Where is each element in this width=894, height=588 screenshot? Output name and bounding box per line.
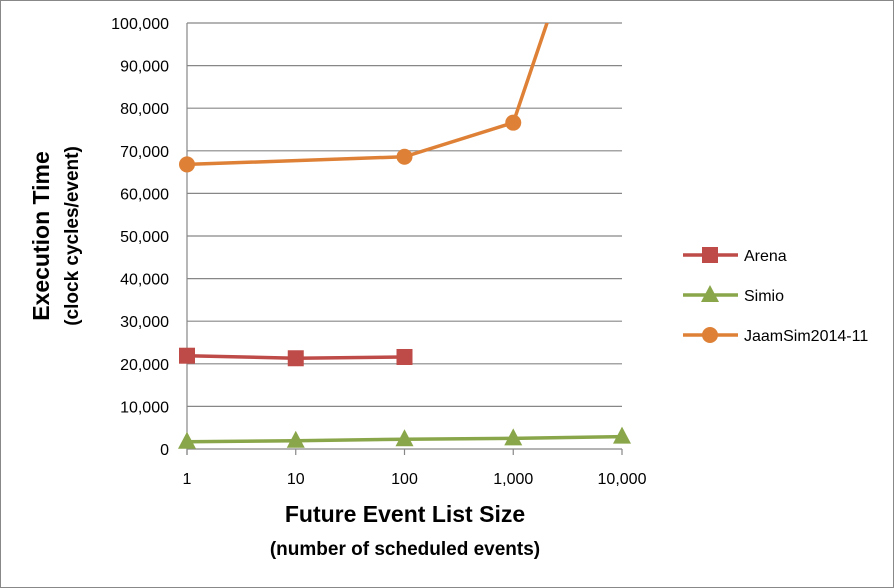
triangle-marker [613, 426, 631, 444]
legend: Arena Simio JaamSim2014-11 [683, 247, 868, 345]
circle-marker [505, 114, 522, 131]
y-tick-label: 0 [160, 442, 169, 459]
legend-label: Simio [744, 288, 784, 305]
x-axis-sublabel: (number of scheduled events) [270, 539, 540, 560]
square-marker [287, 350, 304, 367]
y-axis-sublabel: (clock cycles/event) [62, 146, 83, 326]
square-marker [396, 348, 413, 365]
x-axis-label: Future Event List Size [285, 501, 525, 527]
y-tick-label: 60,000 [120, 186, 169, 203]
series-simio [178, 426, 631, 449]
y-axis-label: Execution Time [28, 151, 54, 321]
x-tick-label: 10,000 [598, 471, 647, 488]
circle-marker [702, 327, 718, 343]
y-tick-label: 100,000 [111, 16, 169, 33]
series-jaamsim2014-11 [179, 23, 549, 173]
series-line [186, 23, 549, 167]
y-tick-label: 80,000 [120, 101, 169, 118]
y-tick-label: 50,000 [120, 229, 169, 246]
legend-label: JaamSim2014-11 [744, 328, 868, 345]
triangle-marker [286, 430, 305, 448]
triangle-marker [178, 431, 196, 449]
x-tick-label: 10 [287, 471, 305, 488]
y-tick-label: 30,000 [120, 314, 169, 331]
square-marker [702, 247, 718, 263]
y-tick-label: 90,000 [120, 59, 169, 76]
x-tick-label: 1,000 [493, 471, 533, 488]
triangle-marker [395, 429, 414, 447]
y-tick-label: 10,000 [120, 399, 169, 416]
triangle-marker [504, 428, 523, 446]
triangle-marker [701, 285, 719, 302]
x-tick-label: 1 [183, 471, 192, 488]
y-tick-label: 70,000 [120, 144, 169, 161]
circle-marker [396, 148, 413, 165]
x-tick-label: 100 [391, 471, 418, 488]
y-tick-label: 20,000 [120, 357, 169, 374]
series-arena [179, 347, 413, 367]
y-tick-label: 40,000 [120, 272, 169, 289]
circle-marker [179, 156, 195, 173]
square-marker [179, 347, 195, 364]
legend-label: Arena [744, 248, 787, 265]
